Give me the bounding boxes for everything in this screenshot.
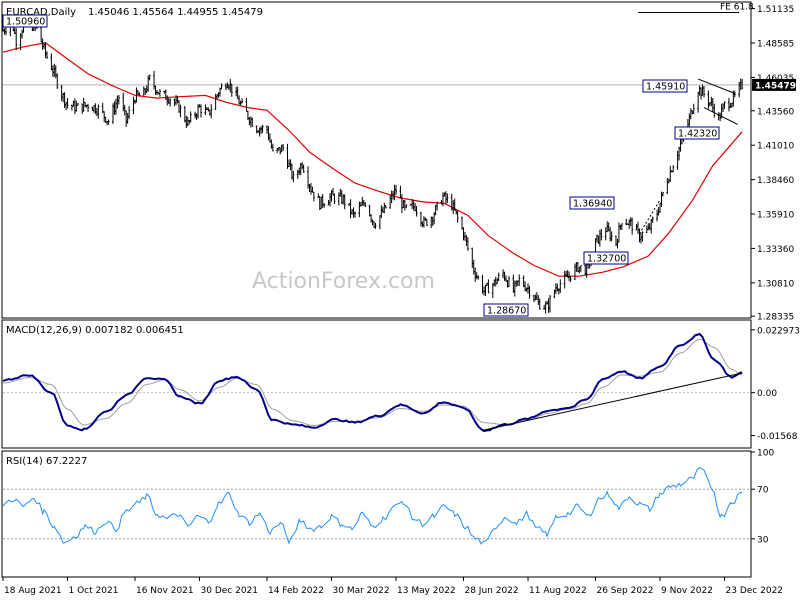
- price-annotation-box: [2, 14, 48, 28]
- macd-tick-label: -0.01568: [757, 432, 798, 442]
- x-tick-label: 23 Dec 2022: [726, 586, 784, 596]
- macd-tick-label: 0.022973: [757, 326, 800, 336]
- price-tick-label: 1.46035: [757, 74, 794, 84]
- rsi-axis-ticks: 100 70 30: [751, 449, 774, 545]
- macd-panel: MACD(12,26,9) 0.007182 0.006451 0.022973…: [1, 319, 800, 449]
- fe-label: FE 61.8: [720, 2, 754, 12]
- price-annotation-box: [483, 303, 529, 317]
- rsi-tick-label: 30: [757, 535, 769, 545]
- price-candles: [2, 15, 744, 314]
- x-tick-label: 18 Aug 2021: [4, 586, 62, 596]
- x-tick-label: 16 Nov 2021: [136, 586, 194, 596]
- triangle-pattern: [639, 78, 738, 234]
- current-price-tag: [752, 78, 796, 91]
- x-tick-label: 14 Feb 2022: [268, 586, 324, 596]
- price-annotation-label: 1.50960: [6, 17, 45, 28]
- price-annotation-box: [569, 196, 615, 210]
- price-panel-frame: [1, 1, 752, 319]
- price-annotation-label: 1.42320: [678, 129, 717, 140]
- price-header-ohlc: 1.45046 1.45564 1.44955 1.45479: [88, 7, 263, 18]
- macd-panel-frame: [1, 319, 752, 449]
- current-price-label: 1.45479: [755, 81, 796, 91]
- rsi-line: [2, 466, 743, 545]
- price-tick-label: 1.51135: [757, 5, 794, 15]
- rsi-tick-label: 70: [757, 486, 769, 496]
- rsi-series: [2, 466, 751, 545]
- x-tick-label: 30 Dec 2021: [201, 586, 259, 596]
- price-annotation-label: 1.36940: [573, 199, 612, 210]
- price-annotation-label: 1.32700: [587, 254, 626, 265]
- x-tick-label: 30 Mar 2022: [333, 586, 390, 596]
- x-tick-label: 28 Jun 2022: [464, 586, 518, 596]
- rsi-panel-frame: [1, 450, 752, 578]
- price-annotation-box: [642, 79, 688, 93]
- macd-label: MACD(12,26,9) 0.007182 0.006451: [6, 325, 184, 336]
- macd-signal-line: [2, 338, 743, 427]
- price-tick-label: 1.48585: [757, 40, 794, 50]
- x-tick-label: 11 Aug 2022: [529, 586, 587, 596]
- price-tick-label: 1.43560: [757, 107, 794, 117]
- macd-trendline: [482, 372, 743, 431]
- price-grid: FE 61.8: [3, 2, 754, 86]
- price-tick-label: 1.30810: [757, 279, 794, 289]
- price-tick-label: 1.41010: [757, 142, 794, 152]
- x-tick-label: 26 Sep 2022: [596, 586, 653, 596]
- price-annotations: 1.50960 1.28670 1.32700 1.36940 1.45910 1.423…: [2, 14, 720, 317]
- macd-series: [2, 332, 751, 433]
- x-tick-label: 9 Nov 2022: [661, 586, 713, 596]
- price-series: [2, 15, 744, 314]
- price-tick-label: 1.35910: [757, 211, 794, 221]
- macd-tick-label: 0.00: [757, 389, 777, 399]
- x-tick-label: 13 May 2022: [397, 586, 456, 596]
- price-header-symbol: EURCAD,Daily: [6, 7, 76, 18]
- x-tick-label: 1 Oct 2021: [69, 586, 119, 596]
- x-axis: 18 Aug 2021 1 Oct 2021 16 Nov 2021 30 Dec 2…: [2, 577, 784, 596]
- price-annotation-box: [583, 251, 629, 265]
- price-annotation-label: 1.28670: [487, 306, 526, 317]
- rsi-panel: RSI(14) 67.2227 100 70 30: [1, 449, 774, 578]
- ema-line: [2, 42, 743, 277]
- price-tick-label: 1.28335: [757, 313, 794, 323]
- price-tick-label: 1.38460: [757, 176, 794, 186]
- price-axis-ticks: 1.51135 1.48585 1.46035 1.43560 1.41010 1.384…: [751, 5, 796, 323]
- price-panel: EURCAD,Daily 1.45046 1.45564 1.44955 1.4…: [1, 1, 796, 323]
- projection-line: [639, 199, 661, 234]
- price-annotation-box: [674, 126, 720, 140]
- rsi-label: RSI(14) 67.2227: [6, 456, 87, 467]
- rsi-tick-label: 100: [757, 449, 774, 459]
- watermark: ActionForex.com: [252, 269, 435, 294]
- triangle-upper-line: [697, 78, 735, 94]
- macd-line: [2, 332, 743, 433]
- price-tick-label: 1.33360: [757, 245, 794, 255]
- macd-axis-ticks: 0.022973 0.00 -0.01568: [751, 326, 800, 442]
- price-annotation-label: 1.45910: [646, 82, 685, 93]
- triangle-lower-line: [703, 107, 738, 125]
